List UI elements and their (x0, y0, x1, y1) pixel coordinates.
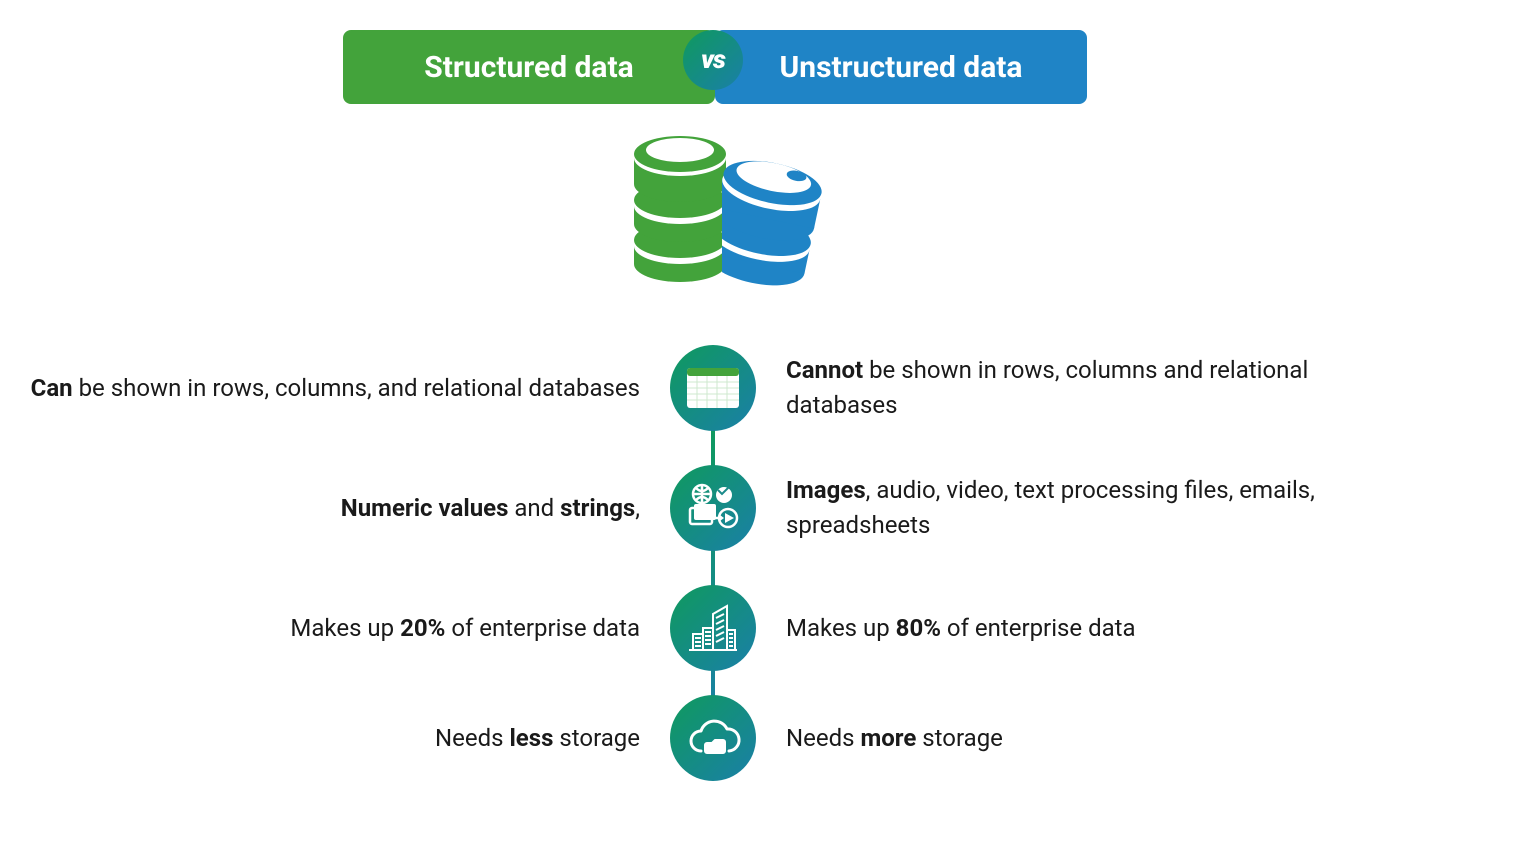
row2-right-text: Images, audio, video, text processing fi… (756, 473, 1356, 543)
media-icon (670, 465, 756, 551)
row4-right-text: Needs more storage (756, 721, 1356, 756)
comparison-row-2: Numeric values and strings, (0, 465, 1536, 551)
infographic-container: Structured data Unstructured data vs (0, 0, 1536, 864)
building-icon (670, 585, 756, 671)
vs-badge: vs (683, 30, 743, 90)
vs-text: vs (701, 45, 725, 75)
comparison-row-4: Needs less storage Needs more storage (0, 695, 1536, 781)
header-right-unstructured: Unstructured data (715, 30, 1087, 104)
cloud-storage-icon (670, 695, 756, 781)
row4-left-text: Needs less storage (0, 721, 670, 756)
header-left-structured: Structured data (343, 30, 715, 104)
database-illustration-icon (617, 128, 827, 308)
comparison-row-3: Makes up 20% of enterprise data (0, 585, 1536, 671)
row2-left-text: Numeric values and strings, (0, 491, 670, 526)
comparison-row-1: Can be shown in rows, columns, and relat… (0, 345, 1536, 431)
row1-left-text: Can be shown in rows, columns, and relat… (0, 371, 670, 406)
row3-left-text: Makes up 20% of enterprise data (0, 611, 670, 646)
table-icon (670, 345, 756, 431)
row3-right-text: Makes up 80% of enterprise data (756, 611, 1356, 646)
row1-right-text: Cannot be shown in rows, columns and rel… (756, 353, 1356, 423)
